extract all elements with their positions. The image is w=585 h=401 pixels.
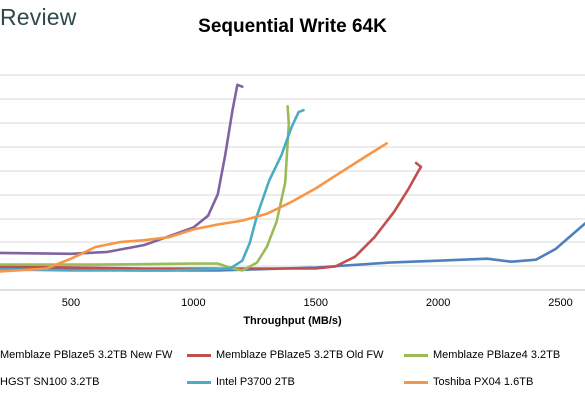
legend-item-memblaze-pblaze5-old-fw: Memblaze PBlaze5 3.2TB Old FW [187, 349, 384, 361]
legend-item-toshiba-px04: Toshiba PX04 1.6TB [404, 376, 533, 388]
legend-label: Toshiba PX04 1.6TB [433, 376, 534, 388]
legend-item-intel-p3700: Intel P3700 2TB [187, 376, 295, 388]
x-tick-1500: 1500 [304, 297, 328, 309]
legend-label: Intel P3700 2TB [216, 376, 295, 388]
legend-swatch [187, 353, 211, 357]
legend-label: Memblaze PBlaze5 3.2TB Old FW [216, 349, 384, 361]
legend-item-hgst-sn100: HGST SN100 3.2TB [0, 376, 99, 388]
legend-label: Memblaze PBlaze4 3.2TB [433, 349, 561, 361]
legend-label: HGST SN100 3.2TB [0, 376, 100, 388]
legend-label: Memblaze PBlaze5 3.2TB New FW [0, 349, 173, 361]
x-axis-label: Throughput (MB/s) [243, 315, 342, 327]
x-tick-2500: 2500 [548, 297, 572, 309]
x-tick-2000: 2000 [426, 297, 450, 309]
legend-item-memblaze-pblaze5-new-fw: Memblaze PBlaze5 3.2TB New FW [0, 349, 172, 361]
gridlines [0, 74, 585, 291]
legend: Memblaze PBlaze5 3.2TB New FW Memblaze P… [0, 349, 585, 397]
brand-logo-text: Review [0, 4, 77, 30]
series-line-2 [0, 105, 291, 272]
series-line-5 [0, 142, 389, 273]
x-tick-labels: 500 1000 1500 2000 2500 [62, 297, 573, 309]
legend-swatch [404, 353, 428, 357]
series-line-4 [0, 108, 305, 272]
series-line-3 [0, 83, 244, 256]
x-tick-500: 500 [62, 297, 80, 309]
chart-title: Sequential Write 64K [198, 16, 387, 37]
legend-item-memblaze-pblaze4: Memblaze PBlaze4 3.2TB [404, 349, 560, 361]
legend-swatch [404, 380, 428, 384]
legend-swatch [187, 380, 211, 384]
series-lines [0, 83, 585, 273]
x-tick-1000: 1000 [181, 297, 205, 309]
